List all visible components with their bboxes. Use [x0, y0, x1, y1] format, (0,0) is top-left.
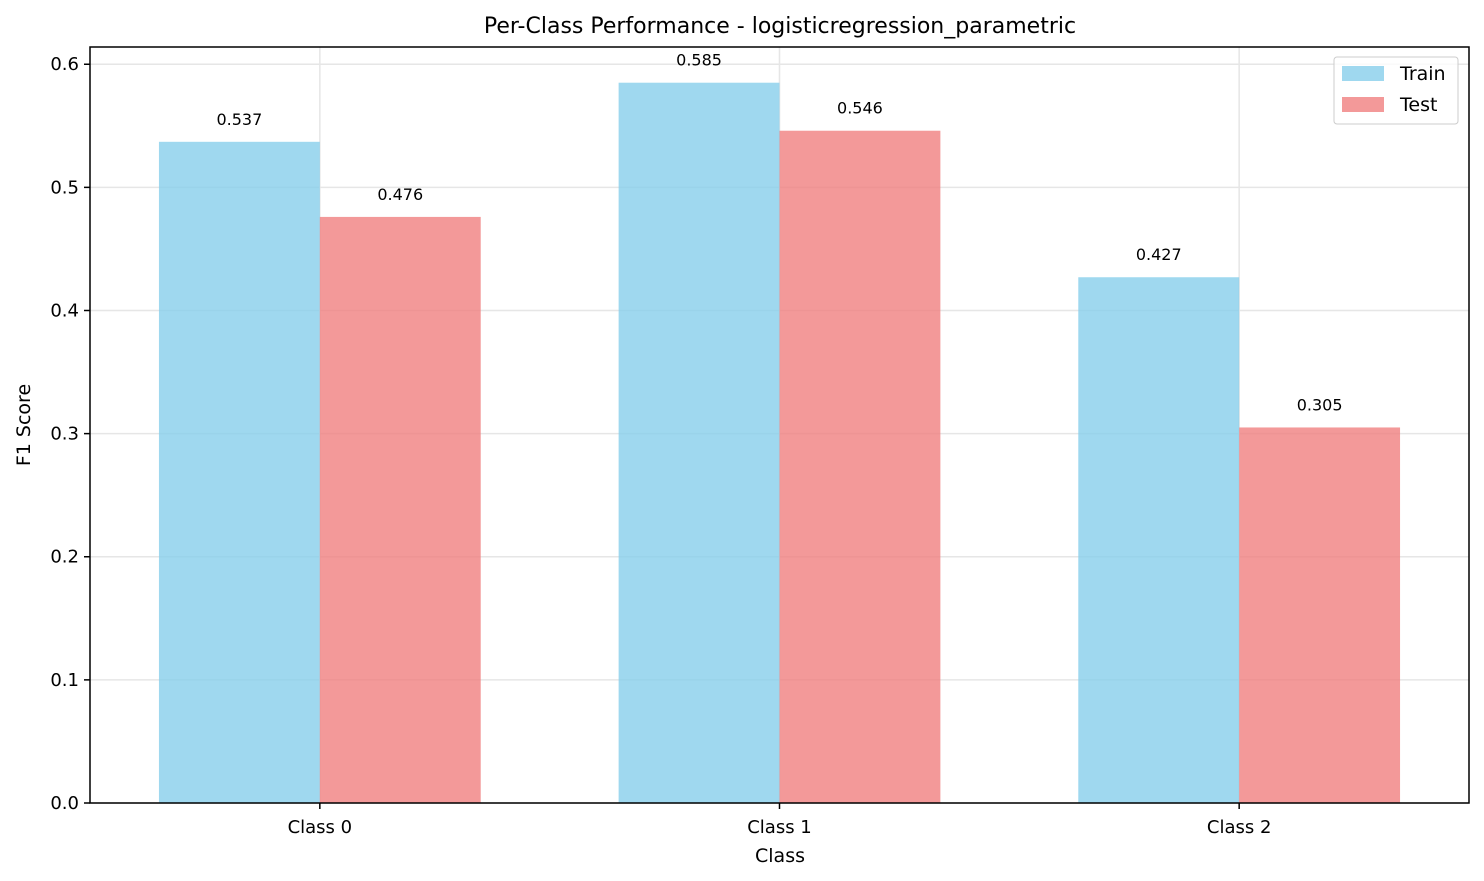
x-tick-label: Class 1: [747, 817, 812, 838]
data-label: 0.427: [1136, 245, 1182, 264]
y-tick-label: 0.6: [50, 54, 79, 75]
y-tick-label: 0.4: [50, 300, 79, 321]
x-axis-ticks: Class 0 Class 1 Class 2: [288, 803, 1272, 838]
y-tick-label: 0.0: [50, 793, 79, 814]
bar-test-1: [779, 130, 941, 803]
y-axis-title: F1 Score: [13, 384, 35, 466]
bar-train-0: [158, 141, 320, 804]
y-tick-label: 0.5: [50, 177, 79, 198]
x-axis-title: Class: [755, 845, 805, 867]
y-tick-label: 0.3: [50, 424, 79, 445]
bars: [158, 82, 1401, 804]
bar-test-0: [319, 216, 481, 804]
bar-test-2: [1239, 427, 1401, 803]
legend-swatch-train: [1342, 66, 1384, 81]
x-tick-label: Class 2: [1207, 817, 1272, 838]
legend-swatch-test: [1342, 97, 1384, 112]
data-labels: 0.537 0.585 0.427 0.476 0.546 0.305: [216, 51, 1342, 415]
legend-label-test: Test: [1399, 94, 1437, 116]
bar-train-2: [1078, 277, 1240, 803]
legend-label-train: Train: [1399, 63, 1446, 85]
data-label: 0.537: [216, 110, 262, 129]
data-label: 0.305: [1297, 395, 1343, 414]
y-axis-ticks: 0.0 0.1 0.2 0.3 0.4 0.5 0.6: [50, 54, 90, 814]
data-label: 0.585: [676, 51, 722, 70]
chart-title: Per-Class Performance - logisticregressi…: [484, 14, 1076, 39]
x-tick-label: Class 0: [288, 817, 353, 838]
y-tick-label: 0.1: [50, 670, 79, 691]
y-tick-label: 0.2: [50, 547, 79, 568]
bar-train-1: [618, 82, 780, 803]
data-label: 0.476: [377, 185, 423, 204]
legend: Train Test: [1333, 56, 1459, 125]
data-label: 0.546: [837, 99, 883, 118]
